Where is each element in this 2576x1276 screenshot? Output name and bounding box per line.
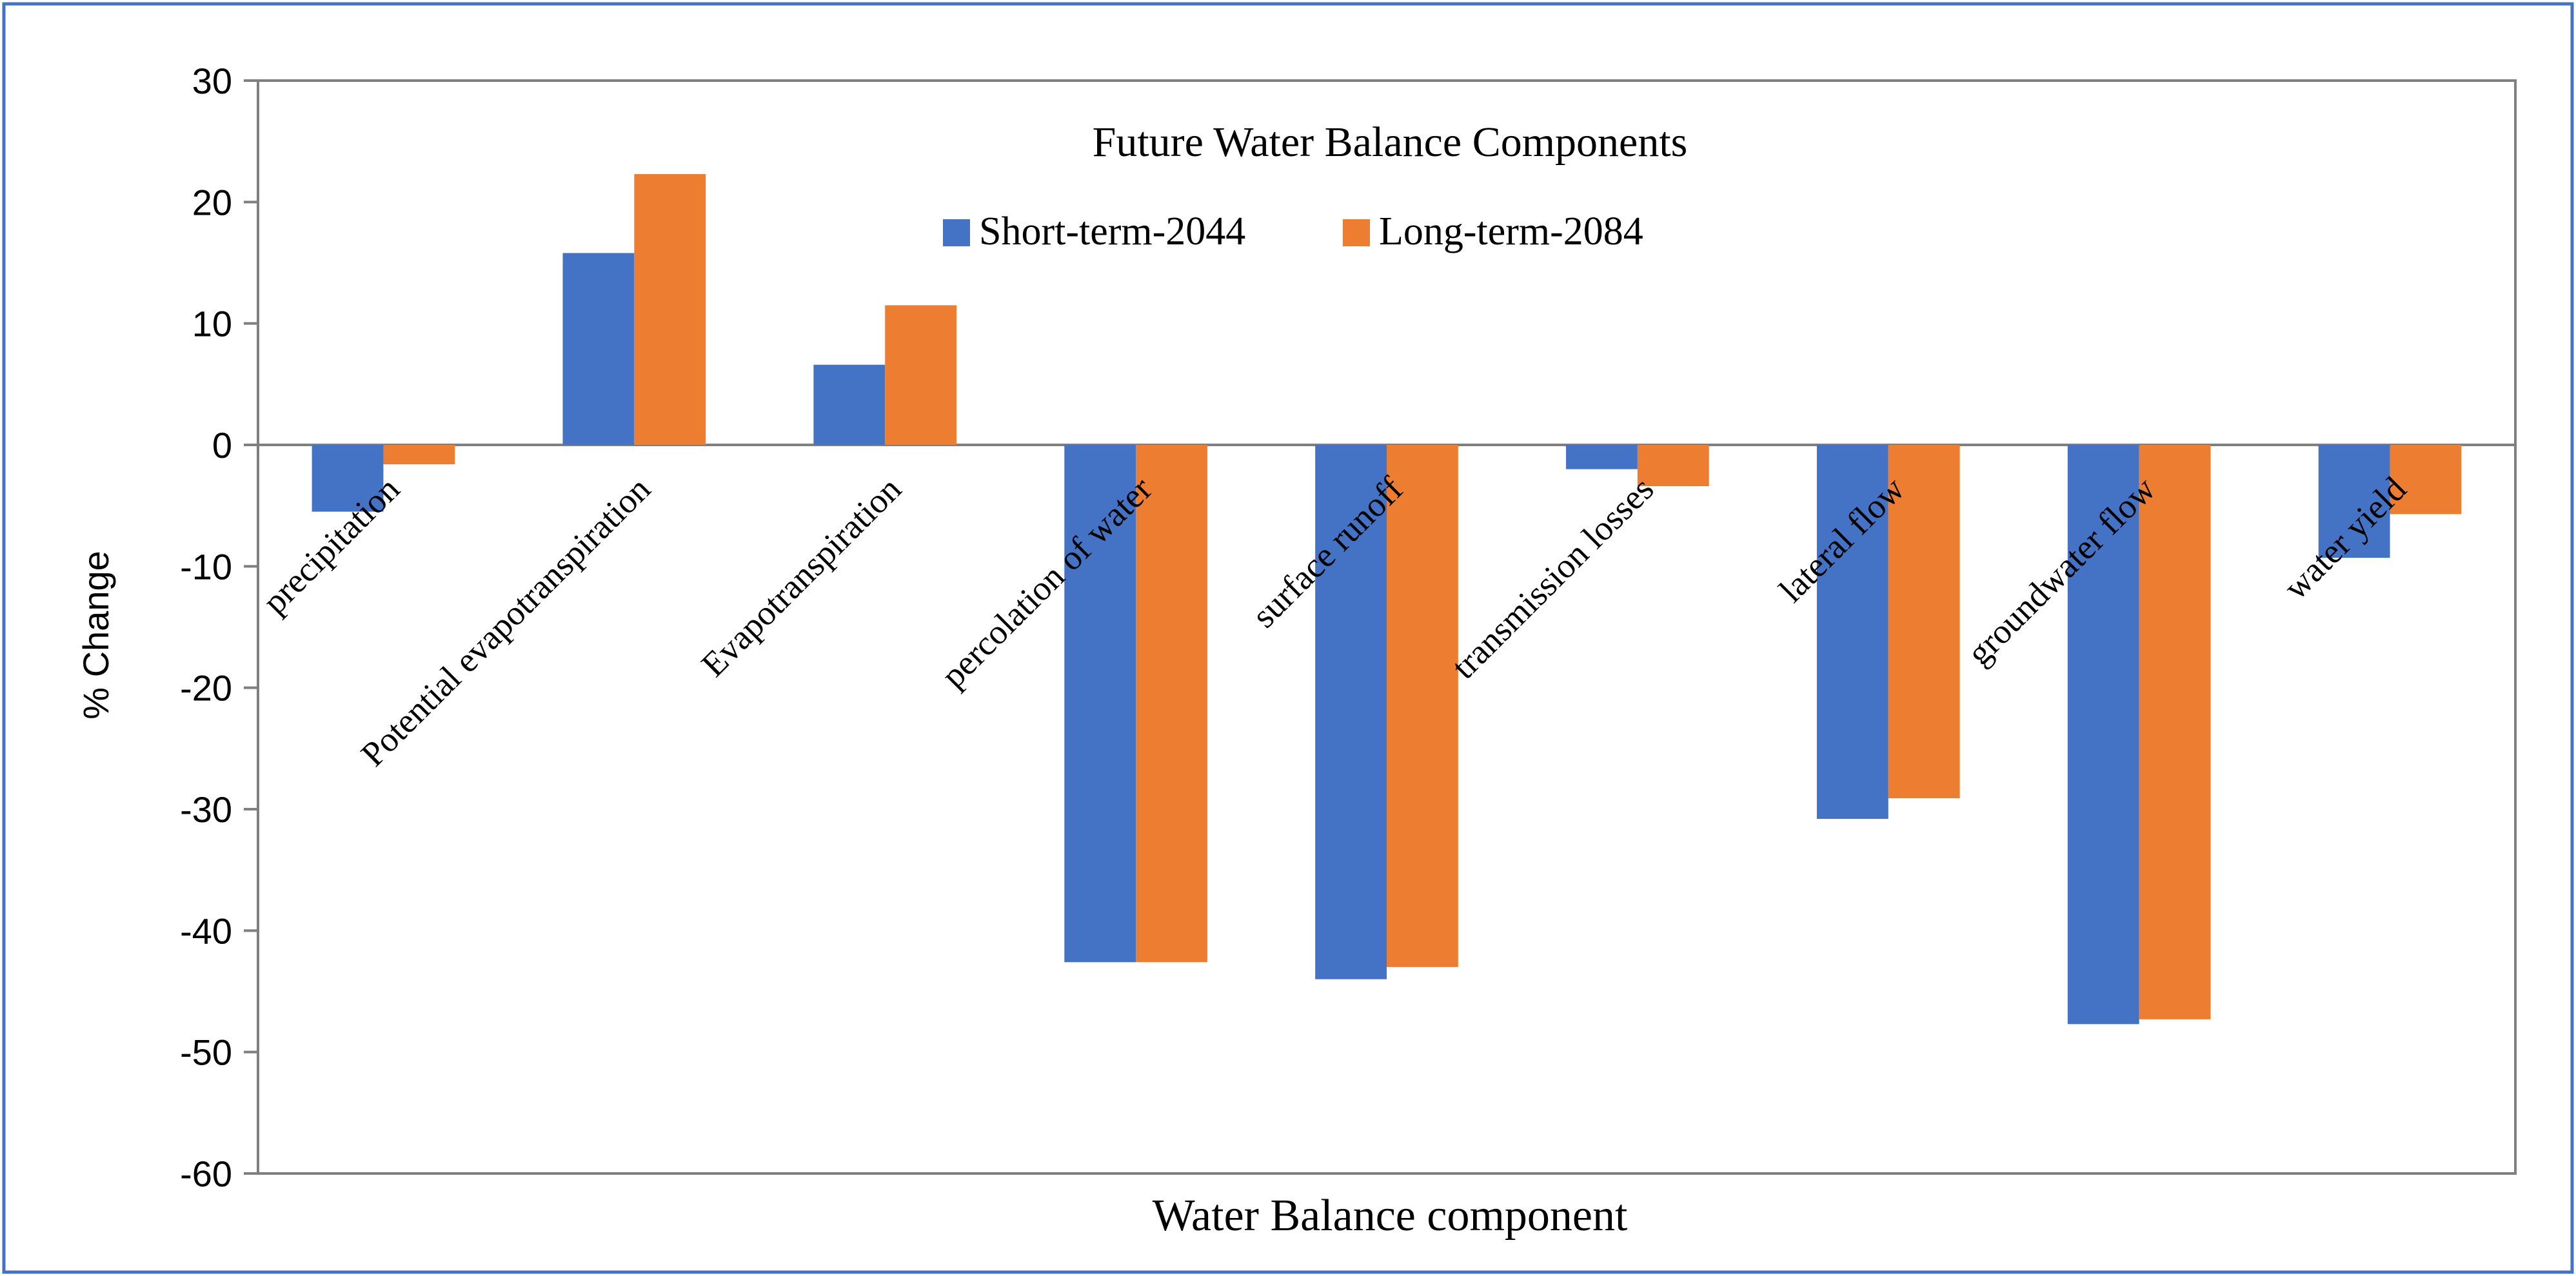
y-tick-label: -60 (180, 1153, 232, 1194)
legend-label-short-term: Short-term-2044 (979, 210, 1245, 253)
y-axis-title: % Change (75, 551, 116, 720)
legend-swatch-short-term (943, 219, 970, 246)
y-tick-label: 0 (212, 425, 232, 466)
bar-short-term-2044-potential-evapotranspiration (562, 253, 635, 445)
legend-label-long-term: Long-term-2084 (1379, 210, 1643, 253)
y-tick-label: 30 (192, 61, 232, 101)
bar-long-term-2084-water-yield (2390, 445, 2462, 515)
y-tick-label: 10 (192, 304, 232, 344)
bar-short-term-2044-surface-runoff (1315, 445, 1387, 979)
bar-short-term-2044-groundwater-flow (2067, 445, 2139, 1025)
bar-long-term-2084-transmission-losses (1637, 445, 1709, 487)
y-tick-label: 20 (192, 182, 232, 222)
y-axis: 30 20 10 0 -10 -20 -30 -40 -50 -60 (180, 61, 258, 1194)
chart-title: Future Water Balance Components (1093, 119, 1688, 166)
bar-long-term-2084-precipitation (383, 445, 455, 465)
bar-short-term-2044-percolation-of-water (1064, 445, 1136, 963)
bar-short-term-2044-transmission-losses (1566, 445, 1638, 469)
bar-long-term-2084-groundwater-flow (2139, 445, 2211, 1019)
y-tick-label: -10 (180, 546, 232, 587)
bar-long-term-2084-potential-evapotranspiration (634, 174, 706, 445)
bar-long-term-2084-evapotranspiration (885, 305, 957, 445)
bar-short-term-2044-evapotranspiration (813, 364, 886, 445)
legend: Short-term-2044 Long-term-2084 (943, 210, 1643, 253)
y-tick-label: -20 (180, 668, 232, 709)
plot-area-border (257, 79, 2517, 1175)
bar-long-term-2084-percolation-of-water (1136, 445, 1207, 963)
y-tick-label: -50 (180, 1032, 232, 1073)
bar-short-term-2044-precipitation (312, 445, 384, 512)
y-tick-label: -40 (180, 910, 232, 951)
bar-short-term-2044-water-yield (2318, 445, 2390, 558)
legend-swatch-long-term (1343, 219, 1370, 246)
bars-group (312, 174, 2462, 1025)
bar-short-term-2044-lateral-flow (1816, 445, 1888, 820)
y-tick-label: -30 (180, 789, 232, 830)
bar-long-term-2084-lateral-flow (1888, 445, 1960, 799)
x-axis-title: Water Balance component (1153, 1191, 1628, 1241)
bar-long-term-2084-surface-runoff (1387, 445, 1458, 967)
